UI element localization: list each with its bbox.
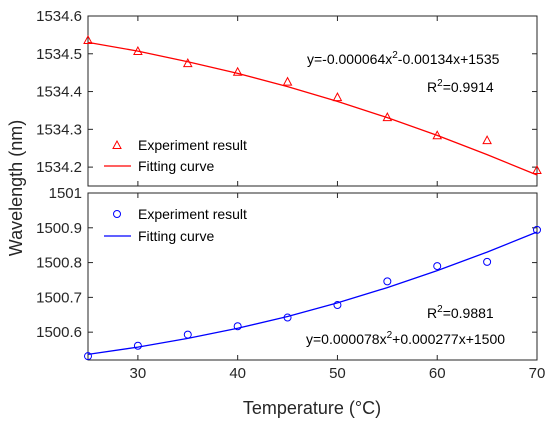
top-y-ticks: 1534.2 1534.3 1534.4 1534.5 1534.6 — [36, 8, 538, 186]
bottom-fitting-curve — [87, 231, 538, 356]
bottom-plot-frame — [87, 192, 538, 361]
x-tick-label-3: 60 — [429, 365, 446, 382]
bottom-r2-annotation: R2=0.9881 — [427, 304, 494, 321]
top-data-point-2 — [182, 58, 193, 68]
top-data-point-0 — [83, 34, 93, 45]
top-legend-marker — [112, 139, 122, 149]
top-legend-label-fit: Fitting curve — [138, 158, 214, 174]
top-legend-label-experiment: Experiment result — [138, 137, 247, 153]
bottom-panel: 1500.6 1500.7 1500.8 1500.9 1501 Experiment … — [36, 185, 541, 361]
top-data-point-1 — [133, 45, 143, 56]
bottom-data-point-2 — [183, 330, 192, 339]
top-data-point-6 — [382, 112, 393, 122]
bottom-y-tick-label-3: 1500.9 — [36, 220, 82, 237]
x-tick-label-0: 30 — [130, 365, 147, 382]
bottom-data-point-9 — [533, 225, 541, 234]
bottom-y-ticks: 1500.6 1500.7 1500.8 1500.9 1501 — [36, 185, 538, 360]
bottom-data-point-3 — [233, 322, 242, 331]
top-panel: 1534.2 1534.3 1534.4 1534.5 1534.6 y=-0.0000… — [36, 8, 542, 187]
top-data-point-7 — [432, 130, 443, 140]
bottom-data-point-5 — [333, 301, 342, 310]
bottom-data-point-6 — [383, 277, 392, 286]
top-data-point-9 — [532, 164, 542, 175]
top-data-point-4 — [282, 76, 293, 86]
bottom-y-tick-label-0: 1500.6 — [36, 324, 82, 341]
top-r2-annotation: R2=0.9914 — [427, 78, 494, 95]
bottom-y-tick-label-1: 1500.7 — [36, 289, 82, 306]
bottom-data-point-4 — [283, 313, 292, 322]
top-plot-frame — [87, 15, 538, 187]
top-legend: Experiment result Fitting curve — [104, 137, 247, 174]
bottom-data-point-0 — [84, 352, 92, 361]
bottom-data-point-7 — [433, 262, 442, 271]
y-axis-label: Wavelength (nm) — [6, 120, 26, 256]
bottom-legend-label-fit: Fitting curve — [138, 228, 214, 244]
top-y-tick-label-1: 1534.3 — [36, 121, 82, 138]
top-y-tick-label-4: 1534.6 — [36, 8, 82, 25]
x-ticks: 30 40 50 60 70 — [130, 365, 546, 382]
top-y-tick-label-2: 1534.4 — [36, 84, 82, 101]
bottom-legend-label-experiment: Experiment result — [138, 206, 247, 222]
top-data-point-8 — [482, 135, 492, 145]
bottom-legend: Experiment result Fitting curve — [104, 206, 247, 244]
x-tick-label-2: 50 — [329, 365, 346, 382]
top-fitting-curve — [87, 41, 538, 176]
bottom-y-tick-label-4: 1501 — [49, 185, 82, 202]
x-tick-label-4: 70 — [529, 365, 546, 382]
top-y-tick-label-0: 1534.2 — [36, 159, 82, 176]
top-data-point-3 — [232, 66, 243, 76]
bottom-data-point-8 — [483, 257, 492, 266]
top-data-point-5 — [332, 92, 343, 102]
x-tick-label-1: 40 — [229, 365, 246, 382]
x-axis-label: Temperature (°C) — [243, 398, 381, 418]
top-equation-annotation: y=-0.000064x2-0.00134x+1535 — [307, 50, 500, 67]
top-y-tick-label-3: 1534.5 — [36, 46, 82, 63]
bottom-data-point-1 — [133, 341, 142, 350]
bottom-data-marks — [84, 225, 541, 361]
bottom-y-tick-label-2: 1500.8 — [36, 255, 82, 272]
bottom-equation-annotation: y=0.000078x2+0.000277x+1500 — [306, 330, 505, 347]
bottom-legend-marker — [113, 210, 121, 218]
top-data-marks — [83, 34, 542, 176]
